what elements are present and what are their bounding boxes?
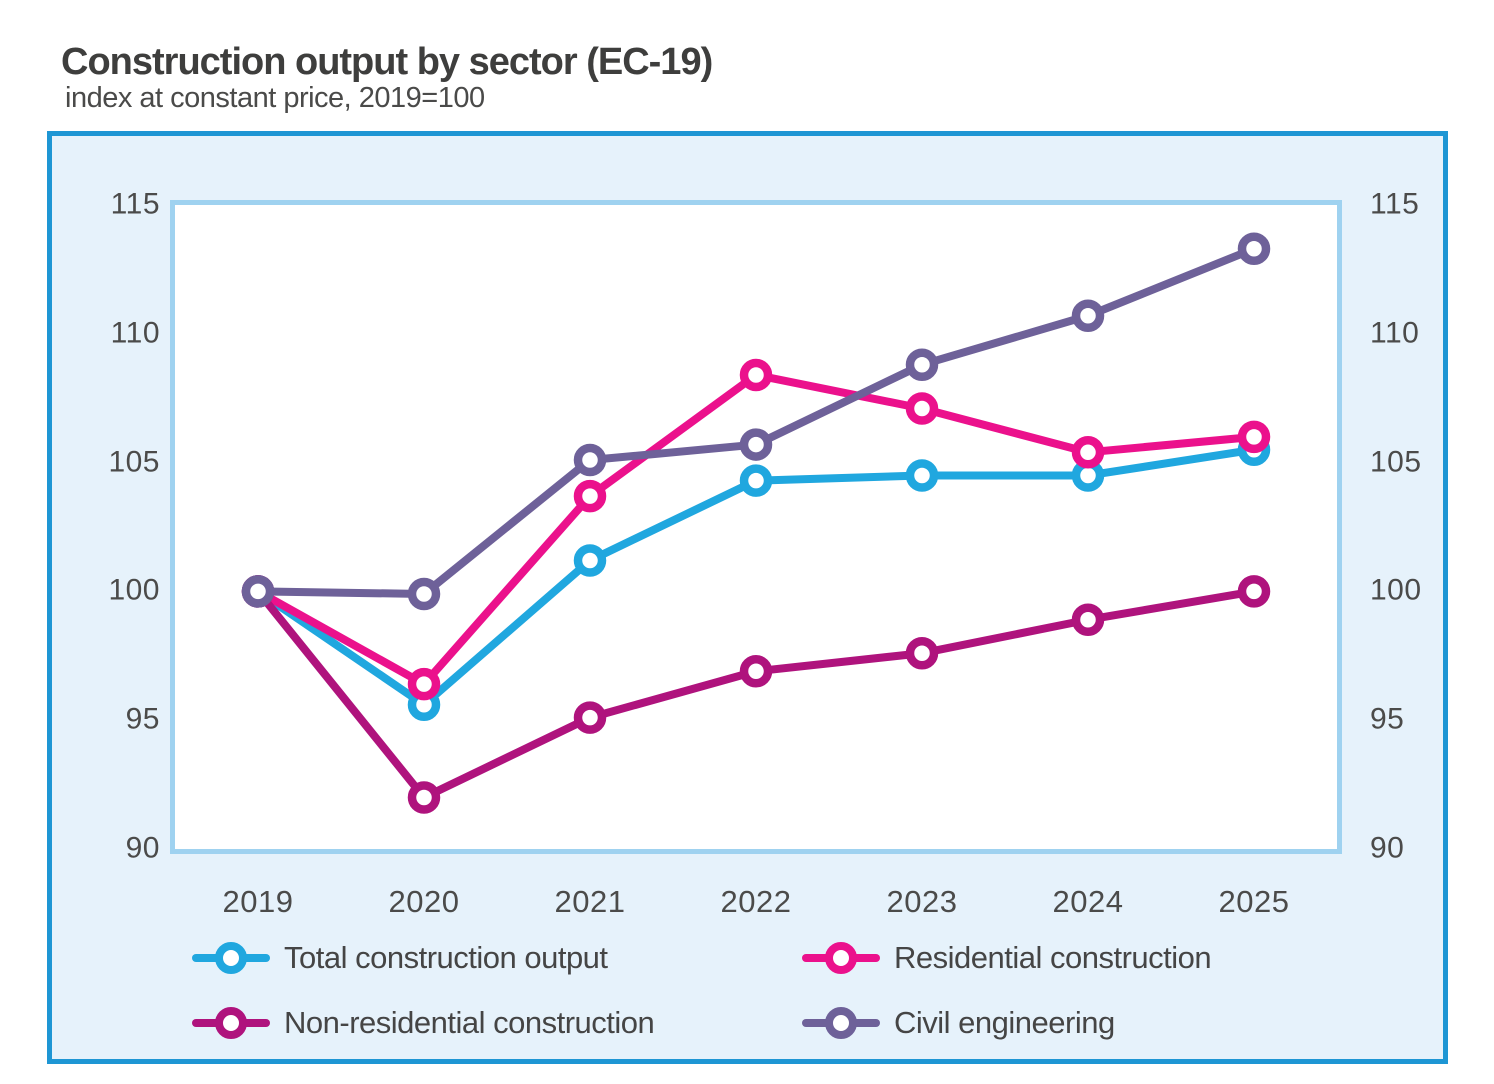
line-chart (241, 232, 1271, 814)
legend-marker-icon (802, 1005, 880, 1041)
y-tick-right-105: 105 (1370, 444, 1422, 478)
legend-item-non-residential: Non-residential construction (192, 1003, 655, 1043)
data-point-civil-2025 (1237, 232, 1271, 266)
x-tick-2023: 2023 (886, 884, 958, 919)
legend-item-civil: Civil engineering (802, 1003, 1115, 1043)
legend-marker-icon (802, 940, 880, 976)
x-tick-2022: 2022 (720, 884, 792, 919)
legend-dot (825, 1007, 857, 1039)
y-tick-right-95: 95 (1370, 702, 1405, 736)
x-tick-2020: 2020 (388, 884, 460, 919)
data-point-residential-2025 (1237, 420, 1271, 454)
y-tick-left-100: 100 (108, 573, 160, 607)
data-point-civil-2019 (241, 575, 275, 608)
data-point-total-2023 (905, 459, 939, 492)
data-point-residential-2021 (573, 479, 607, 513)
legend-label: Total construction output (284, 940, 608, 975)
chart-title: Construction output by sector (EC-19) (61, 41, 713, 84)
y-tick-right-90: 90 (1370, 831, 1405, 865)
data-point-non-residential-2022 (739, 655, 773, 688)
x-tick-2024: 2024 (1052, 884, 1124, 919)
data-point-non-residential-2024 (1071, 603, 1105, 636)
y-tick-left-90: 90 (125, 831, 160, 865)
chart-subtitle: index at constant price, 2019=100 (65, 82, 485, 114)
data-point-non-residential-2023 (905, 636, 939, 670)
data-point-total-2022 (739, 464, 773, 497)
data-point-residential-2020 (407, 667, 441, 701)
data-point-residential-2024 (1071, 436, 1105, 469)
data-point-total-2021 (573, 544, 607, 577)
chart-frame: 115 110 105 100 95 90 115 110 105 100 95 90 2019 20… (47, 131, 1448, 1064)
y-tick-right-110: 110 (1370, 316, 1420, 350)
legend-label: Non-residential construction (284, 1005, 655, 1040)
y-tick-right-100: 100 (1370, 573, 1422, 607)
legend-dot (215, 1007, 247, 1039)
data-point-civil-2020 (407, 577, 441, 611)
y-tick-left-95: 95 (125, 702, 160, 736)
data-point-non-residential-2025 (1237, 575, 1271, 608)
y-tick-right-115: 115 (1370, 187, 1420, 221)
series-line-civil (254, 244, 1258, 598)
legend-label: Residential construction (894, 940, 1212, 975)
y-tick-left-110: 110 (110, 316, 160, 350)
data-point-residential-2022 (739, 358, 773, 392)
data-point-civil-2024 (1071, 299, 1105, 333)
legend-marker-icon (192, 940, 270, 976)
legend-dot (825, 942, 857, 974)
data-point-civil-2021 (573, 443, 607, 477)
data-point-non-residential-2021 (573, 701, 607, 734)
data-point-civil-2023 (905, 348, 939, 381)
x-tick-2019: 2019 (222, 884, 294, 919)
legend-item-total: Total construction output (192, 938, 608, 978)
plot-area (170, 200, 1342, 854)
data-point-residential-2023 (905, 392, 939, 425)
y-tick-left-105: 105 (108, 444, 160, 478)
y-tick-left-115: 115 (110, 187, 160, 221)
data-point-civil-2022 (739, 428, 773, 461)
x-tick-2021: 2021 (554, 884, 626, 919)
series-line-residential (254, 371, 1258, 689)
legend-label: Civil engineering (894, 1005, 1115, 1040)
legend-dot (215, 942, 247, 974)
legend-marker-icon (192, 1005, 270, 1041)
legend-item-residential: Residential construction (802, 938, 1212, 978)
x-tick-2025: 2025 (1218, 884, 1290, 919)
data-point-non-residential-2020 (407, 781, 441, 814)
